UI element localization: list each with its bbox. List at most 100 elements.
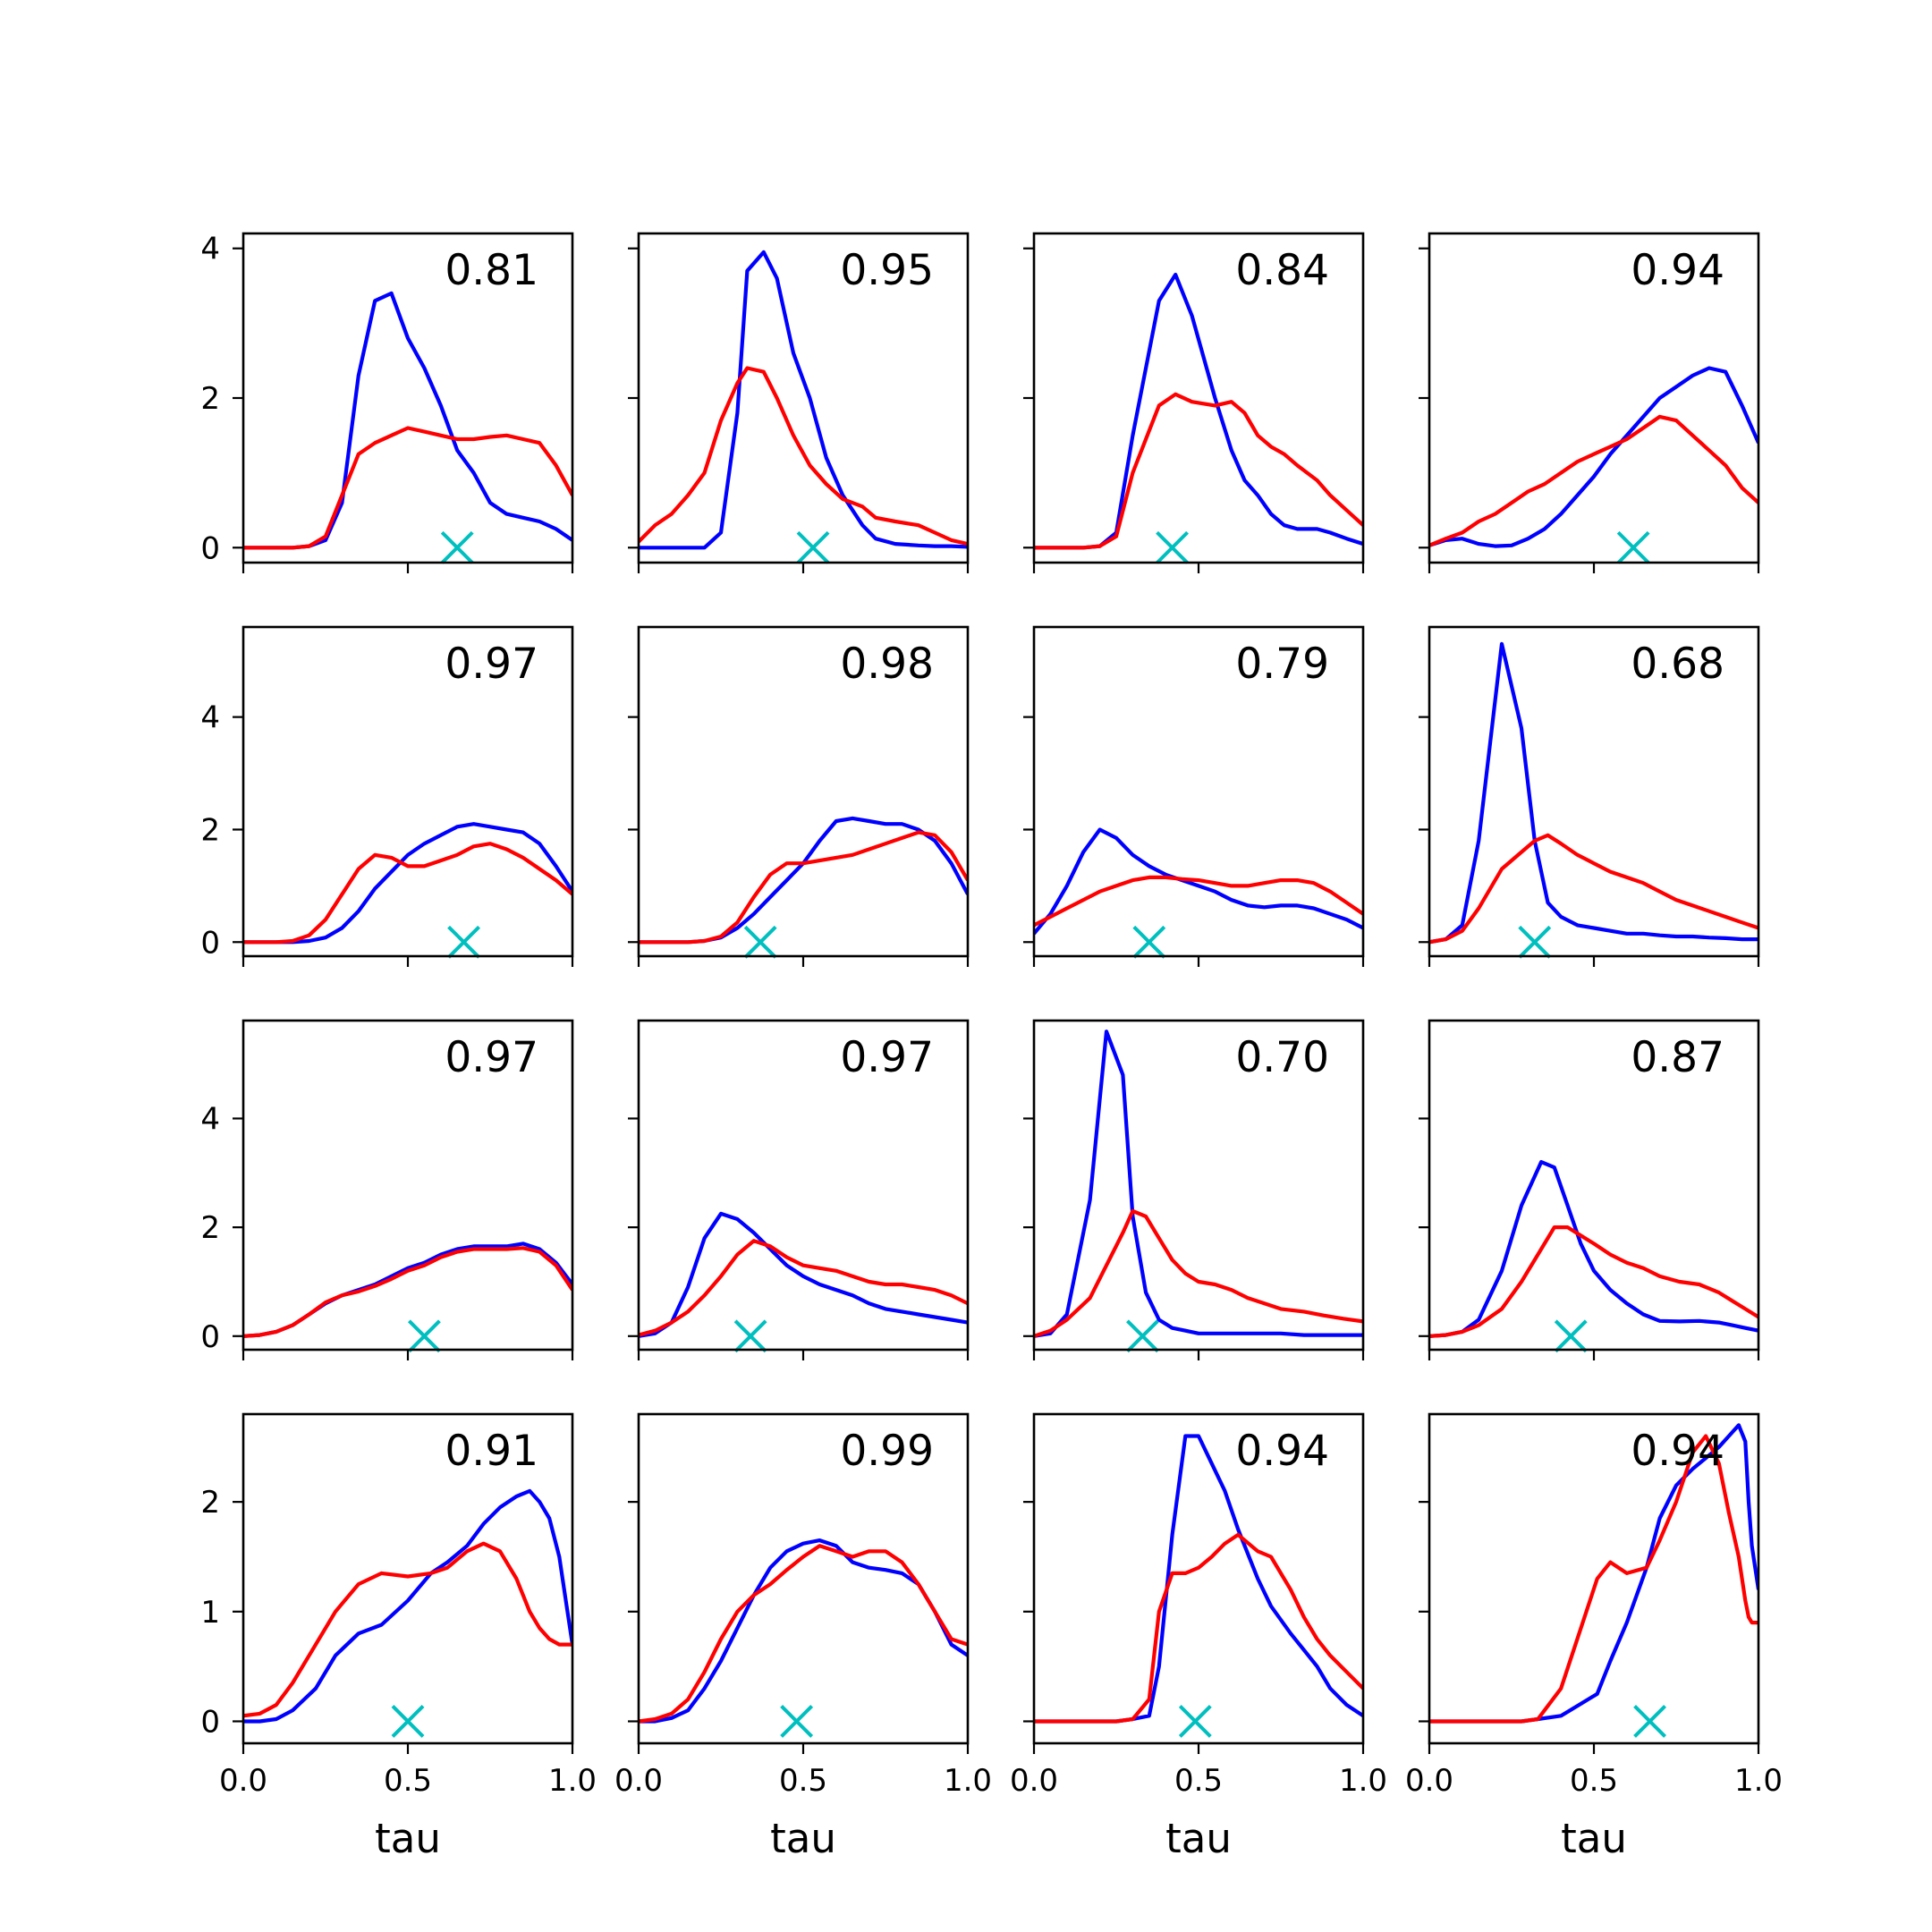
y-tick-label: 4 (200, 700, 220, 736)
x-tick-label: 0.5 (384, 1763, 432, 1799)
y-tick-label: 0 (200, 1704, 220, 1740)
x-axis-label: tau (1165, 1815, 1232, 1862)
panel-value-label: 0.97 (840, 1033, 934, 1082)
x-marker (733, 1319, 767, 1353)
x-marker (1518, 925, 1552, 959)
x-marker (1126, 1319, 1159, 1353)
blue-curve (639, 816, 968, 945)
subplot-frame (637, 1019, 970, 1352)
x-marker-stroke (780, 1705, 814, 1738)
blue-curve (243, 822, 572, 945)
panel-value-label: 0.81 (445, 246, 538, 295)
panel-value-label: 0.99 (840, 1427, 934, 1476)
blue-curve (243, 1241, 572, 1338)
x-tick-label: 1.0 (1339, 1763, 1387, 1799)
panel-value-label: 0.70 (1235, 1033, 1329, 1082)
blue-curve (1429, 1160, 1758, 1338)
panel-value-label: 0.97 (445, 1033, 538, 1082)
red-curve (1034, 875, 1363, 928)
subplot-lines (1034, 1434, 1363, 1724)
subplot-lines (1429, 641, 1758, 945)
subplot-frame (1032, 1019, 1365, 1352)
panel-value-label: 0.68 (1631, 640, 1724, 689)
panel-value-label: 0.94 (1235, 1427, 1329, 1476)
x-marker-stroke (1616, 530, 1650, 564)
subplot-lines (1429, 1160, 1758, 1338)
subplot-frame (1428, 1019, 1760, 1352)
x-marker-stroke (1518, 925, 1552, 959)
x-tick-label: 0.0 (614, 1763, 663, 1799)
x-tick-label: 0.0 (1010, 1763, 1058, 1799)
x-tick-label: 0.5 (1174, 1763, 1223, 1799)
subplot-lines (1429, 1423, 1758, 1724)
red-curve (639, 830, 968, 945)
subplot-13: 0.0 0.5 1.0 tau 0 1 2 0.91 (200, 1412, 597, 1862)
subplot-15: 0.0 0.5 1.0 tau 0.94 (1010, 1412, 1387, 1862)
subplot-frame (242, 625, 574, 958)
y-tick-label: 2 (200, 812, 220, 848)
subplot-6: 0.98 (628, 625, 970, 967)
x-marker (391, 1705, 425, 1738)
subplot-frame (637, 625, 970, 958)
blue-curve (639, 250, 968, 550)
x-tick-label: 0.5 (1570, 1763, 1618, 1799)
subplot-9: 0 2 4 0.97 (200, 1019, 574, 1360)
subplot-frame (1428, 1412, 1760, 1745)
subplot-lines (639, 1211, 968, 1338)
subplot-lines (243, 1488, 572, 1724)
panel-value-label: 0.94 (1631, 1427, 1724, 1476)
red-curve (1034, 392, 1363, 550)
y-tick-label: 2 (200, 1210, 220, 1246)
red-curve (243, 842, 572, 945)
subplot-7: 0.79 (1023, 625, 1365, 967)
panel-value-label: 0.98 (840, 640, 934, 689)
subplot-lines (1034, 1030, 1363, 1338)
x-marker-stroke (407, 1319, 441, 1353)
panel-value-label: 0.95 (840, 246, 934, 295)
subplot-frame (637, 232, 970, 564)
y-tick-label: 4 (200, 232, 220, 267)
blue-curve (243, 291, 572, 550)
blue-curve (1034, 1030, 1363, 1338)
blue-curve (639, 1211, 968, 1338)
red-curve (243, 1246, 572, 1338)
subplot-2: 0.95 (628, 232, 970, 573)
x-tick-label: 0.0 (1405, 1763, 1453, 1799)
subplot-11: 0.70 (1023, 1019, 1365, 1360)
subplot-lines (243, 1241, 572, 1338)
subplot-10: 0.97 (628, 1019, 970, 1360)
x-axis-label: tau (1561, 1815, 1627, 1862)
subplot-1: 0 2 4 0.81 (200, 232, 574, 573)
x-tick-label: 0.5 (779, 1763, 827, 1799)
subplot-frame (1032, 232, 1365, 564)
x-marker-stroke (1156, 530, 1189, 564)
subplot-lines (243, 822, 572, 945)
panel-value-label: 0.94 (1631, 246, 1724, 295)
subplot-lines (639, 816, 968, 945)
x-marker-stroke (1132, 925, 1166, 959)
x-marker (743, 925, 777, 959)
x-marker (1616, 530, 1650, 564)
red-curve (639, 366, 968, 547)
subplot-lines (1034, 272, 1363, 550)
y-tick-label: 1 (200, 1595, 220, 1631)
subplot-14: 0.0 0.5 1.0 tau 0.99 (614, 1412, 992, 1862)
y-tick-label: 4 (200, 1101, 220, 1137)
x-tick-label: 1.0 (944, 1763, 992, 1799)
subplot-frame (242, 1412, 574, 1745)
red-curve (639, 1239, 968, 1337)
blue-curve (1034, 272, 1363, 550)
x-marker-stroke (733, 1319, 767, 1353)
blue-curve (243, 1488, 572, 1724)
subplot-frame (1428, 232, 1760, 564)
red-curve (1429, 414, 1758, 547)
x-marker-stroke (1178, 1705, 1212, 1738)
red-curve (243, 1541, 572, 1718)
blue-curve (1034, 827, 1363, 936)
red-curve (1034, 1208, 1363, 1338)
subplot-lines (639, 250, 968, 550)
x-tick-label: 0.0 (219, 1763, 267, 1799)
x-marker (1132, 925, 1166, 959)
panel-value-label: 0.84 (1235, 246, 1329, 295)
x-tick-label: 1.0 (548, 1763, 597, 1799)
